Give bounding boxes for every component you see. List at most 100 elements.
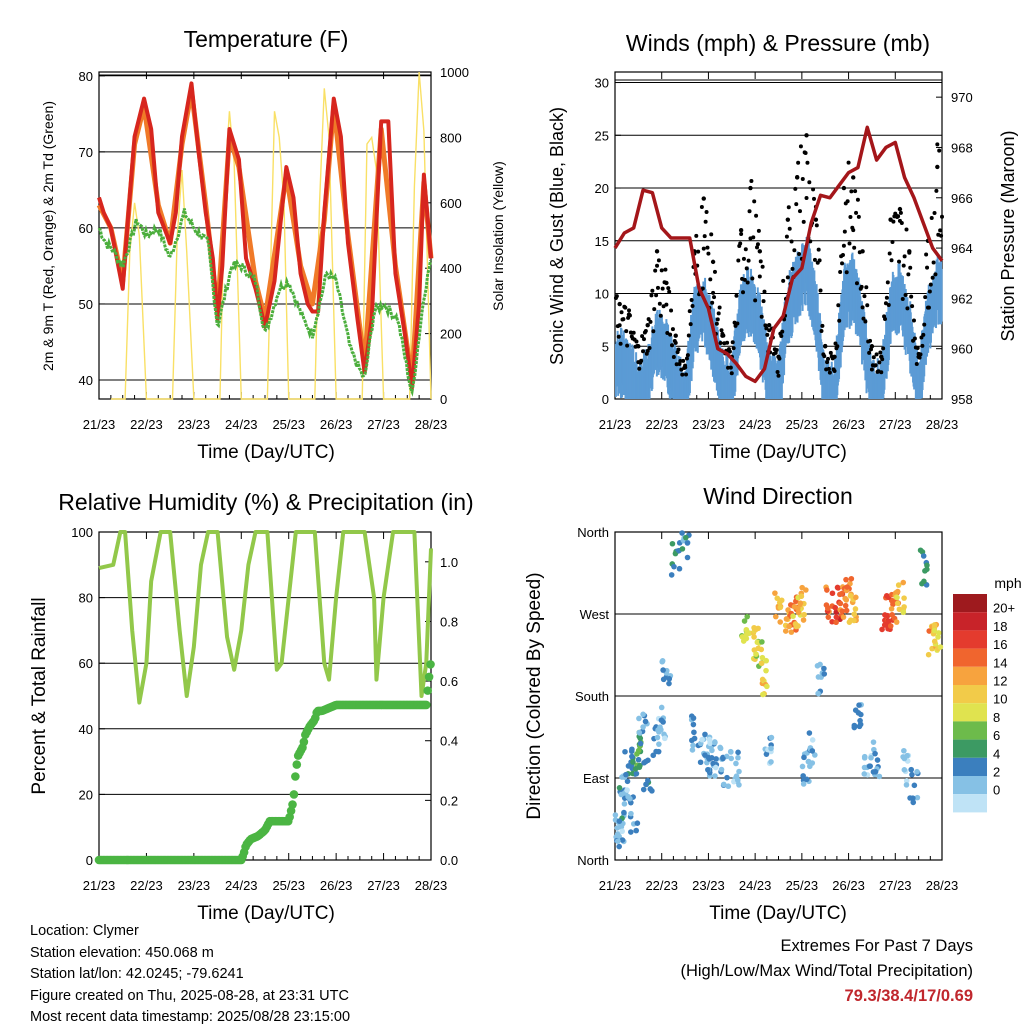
legend-swatch [953, 776, 987, 795]
direction-point [636, 729, 643, 736]
direction-point [668, 572, 675, 578]
direction-point [614, 825, 621, 831]
direction-point [654, 734, 661, 741]
gust-point [648, 319, 653, 324]
direction-point [728, 755, 735, 762]
humidity-plot-area: 0 20 40 60 80 100 0.0 0.2 0.4 0.6 0.8 1.0 21/23 22/23… [71, 525, 458, 893]
gust-point [854, 281, 859, 286]
gust-peak-point [860, 249, 865, 254]
direction-point [842, 602, 849, 609]
direction-point [629, 753, 635, 760]
gust-point [789, 239, 794, 244]
direction-point [851, 611, 858, 617]
gust-point [667, 289, 672, 294]
temperature-xlabel: Time (Day/UTC) [197, 442, 335, 463]
gust-point [871, 355, 876, 360]
gust-peak-point [916, 354, 921, 360]
extremes-subtitle: (High/Low/Max Wind/Total Precipitation) [680, 962, 973, 980]
y-tick-label: 0 [602, 392, 609, 407]
gust-point [699, 204, 704, 209]
direction-point [640, 724, 646, 730]
gust-point [848, 214, 853, 219]
direction-point [752, 626, 759, 633]
direction-point [669, 540, 676, 547]
direction-point [848, 575, 855, 582]
direction-point [772, 590, 778, 596]
x-tick-label: 27/23 [879, 878, 912, 893]
gust-point [929, 216, 934, 221]
gust-point [755, 242, 760, 247]
direction-point [659, 658, 666, 665]
gust-point [852, 245, 857, 250]
direction-point [833, 619, 839, 626]
direction-point [814, 663, 821, 669]
direction-point [649, 788, 655, 794]
temperature-y2label: Solar Insolation (Yellow) [490, 161, 506, 311]
direction-point [741, 618, 748, 624]
direction-point [910, 799, 917, 806]
y-tick-label: 40 [79, 373, 93, 388]
gust-peak-point [766, 322, 772, 328]
precip-point [292, 760, 302, 769]
gust-point [654, 293, 659, 298]
gust-point [816, 247, 821, 252]
direction-point [679, 530, 685, 536]
direction-point [894, 600, 901, 607]
gust-point [835, 344, 840, 349]
x-tick-label: 23/23 [692, 878, 725, 893]
gust-point [685, 353, 690, 358]
direction-point [801, 611, 807, 618]
direction-point [870, 769, 877, 775]
direction-point [815, 690, 821, 697]
gust-point [696, 249, 701, 254]
gust-point [926, 305, 931, 310]
plot-frame [98, 531, 432, 861]
direction-point [768, 745, 774, 752]
direction-point [764, 683, 770, 690]
direction-point [684, 540, 691, 546]
direction-point [853, 594, 859, 601]
gust-peak-point [636, 344, 641, 349]
direction-point [887, 623, 894, 629]
y-tick-label: 5 [602, 339, 609, 354]
direction-point [754, 639, 761, 646]
gust-point [741, 256, 746, 261]
gust-point [684, 372, 689, 377]
gust-point [738, 241, 743, 246]
gust-peak-point [804, 133, 809, 138]
direction-point [843, 607, 850, 614]
gust-point [940, 214, 944, 219]
gust-point [826, 356, 831, 361]
gust-point [743, 247, 748, 252]
direction-point [658, 704, 665, 711]
y2-tick-label: 200 [440, 327, 462, 342]
gust-point [755, 245, 760, 250]
gust-peak-point [851, 175, 856, 180]
gust-point [847, 241, 852, 246]
gust-point [676, 347, 681, 352]
station-location: Location: Clymer [30, 923, 139, 939]
gust-point [637, 366, 642, 371]
gust-point [818, 288, 823, 293]
gust-point [739, 232, 744, 237]
direction-point [725, 783, 732, 790]
direction-point [712, 739, 718, 746]
gust-peak-point [794, 175, 800, 180]
y-tick-label: 50 [79, 297, 93, 312]
direction-point [666, 675, 673, 682]
gust-point [728, 365, 733, 370]
y-tick-label: 10 [595, 287, 609, 302]
gust-point [754, 213, 759, 218]
gust-peak-point [645, 322, 650, 328]
direction-point [857, 721, 864, 728]
direction-point [734, 777, 741, 783]
gust-point [702, 234, 707, 239]
gust-point [616, 334, 621, 339]
gust-point [780, 329, 785, 334]
gust-point [714, 321, 719, 326]
direction-point [925, 651, 932, 658]
direction-point [758, 660, 765, 667]
gust-point [762, 289, 767, 294]
gust-point [716, 311, 721, 316]
humidity-xlabel: Time (Day/UTC) [197, 903, 335, 924]
